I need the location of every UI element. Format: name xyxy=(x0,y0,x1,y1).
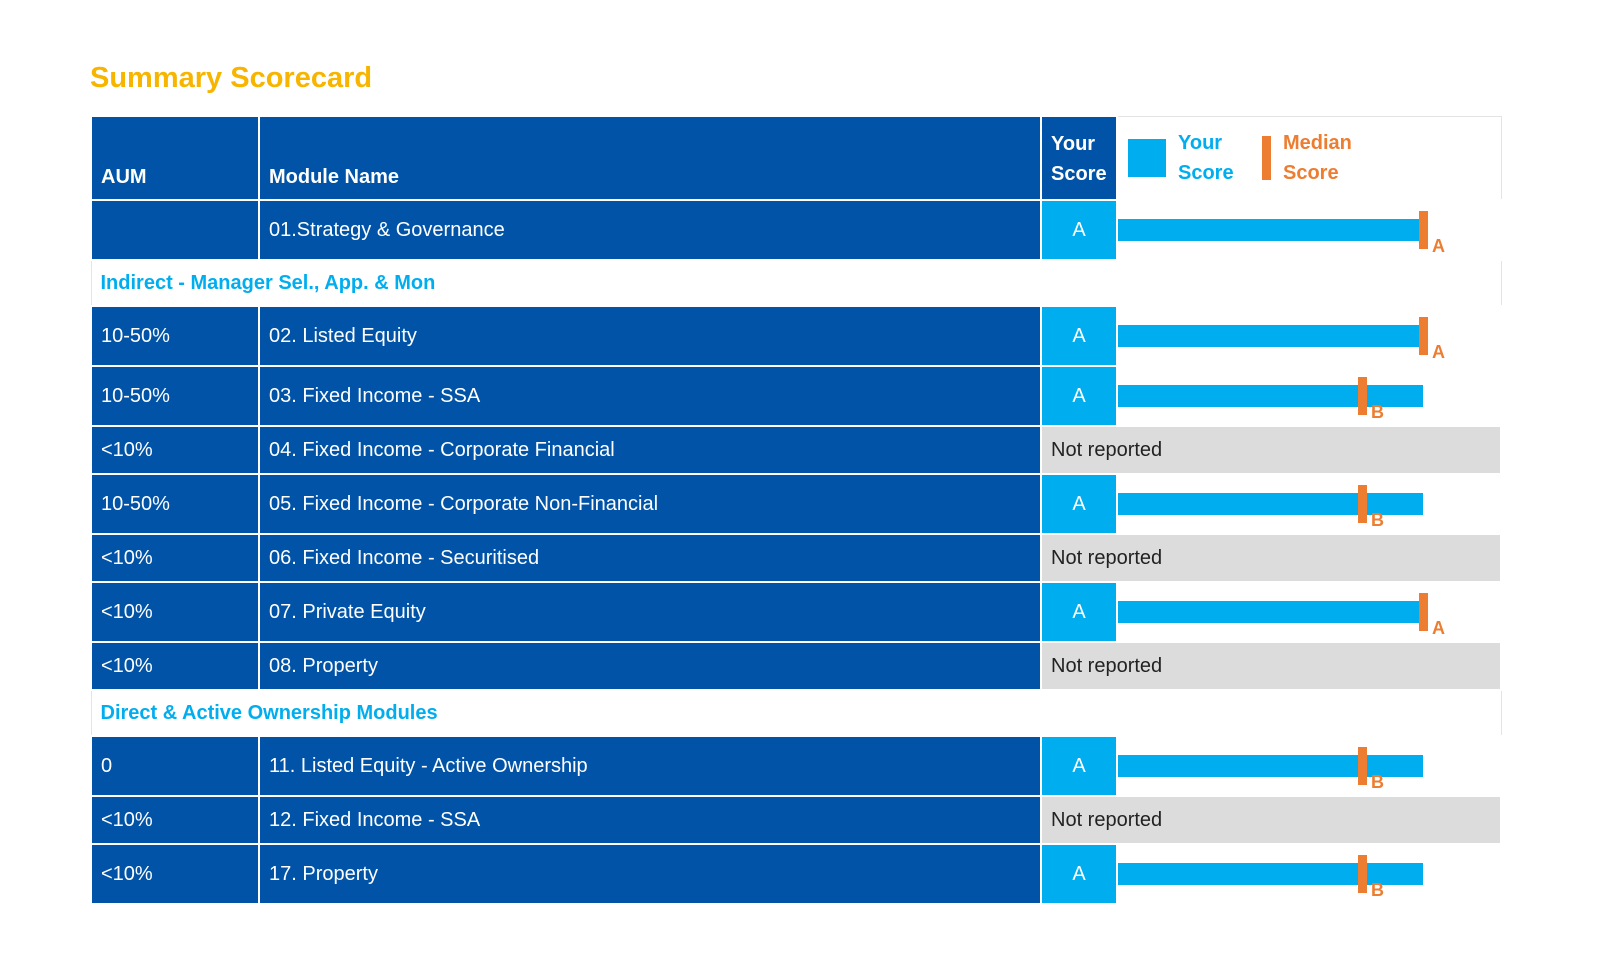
your-score-bar xyxy=(1118,493,1423,515)
your-score-cell: A xyxy=(1040,581,1118,643)
aum-cell: <10% xyxy=(90,843,260,905)
scorecard-table: AUM Module Name Your Score Your Score Me… xyxy=(90,115,1502,905)
median-score-legend-line2: Score xyxy=(1283,161,1339,184)
aum-cell: 10-50% xyxy=(90,305,260,367)
median-score-legend-marker xyxy=(1262,135,1271,180)
not-reported-cell: Not reported xyxy=(1040,795,1502,845)
aum-cell: <10% xyxy=(90,425,260,475)
module-name-cell: 06. Fixed Income - Securitised xyxy=(258,533,1042,583)
median-grade-label: A xyxy=(1432,236,1445,256)
module-row: <10% 04. Fixed Income - Corporate Financi… xyxy=(90,425,1502,475)
median-score-marker xyxy=(1358,377,1367,415)
aum-header: AUM xyxy=(90,115,260,201)
module-row: <10% 17. Property A B xyxy=(90,843,1502,905)
median-score-legend-line1: Median xyxy=(1283,131,1352,154)
aum-cell: <10% xyxy=(90,795,260,845)
module-name-cell: 01.Strategy & Governance xyxy=(258,199,1042,261)
not-reported-cell: Not reported xyxy=(1040,425,1502,475)
median-grade-label: B xyxy=(1371,772,1384,792)
scorecard-body: AUM Module Name Your Score Your Score Me… xyxy=(90,115,1502,905)
median-grade-label: A xyxy=(1432,342,1445,362)
legend: Your Score Median Score xyxy=(1116,115,1502,201)
score-bar-cell: B xyxy=(1116,473,1502,535)
your-score-cell: A xyxy=(1040,305,1118,367)
section-header-row: Direct & Active Ownership Modules xyxy=(90,689,1502,737)
score-bar-cell: B xyxy=(1116,365,1502,427)
score-bar-cell: A xyxy=(1116,581,1502,643)
module-name-cell: 07. Private Equity xyxy=(258,581,1042,643)
your-score-cell: A xyxy=(1040,473,1118,535)
your-score-legend-line1: Your xyxy=(1178,131,1223,154)
module-row: 01.Strategy & Governance A A xyxy=(90,199,1502,261)
module-name-cell: 04. Fixed Income - Corporate Financial xyxy=(258,425,1042,475)
aum-cell xyxy=(90,199,260,261)
median-grade-label: B xyxy=(1371,402,1384,422)
module-name-cell: 02. Listed Equity xyxy=(258,305,1042,367)
median-score-marker xyxy=(1419,211,1428,249)
median-score-marker xyxy=(1358,855,1367,893)
median-grade-label: A xyxy=(1432,618,1445,638)
page-title: Summary Scorecard xyxy=(90,62,373,94)
your-score-bar xyxy=(1118,863,1423,885)
your-score-legend-label: Your Score xyxy=(1178,128,1250,188)
module-name-header: Module Name xyxy=(258,115,1042,201)
your-score-header-line2: Score xyxy=(1051,163,1107,185)
your-score-legend-swatch xyxy=(1128,138,1166,177)
your-score-bar xyxy=(1118,219,1423,241)
module-row: 10-50% 05. Fixed Income - Corporate Non-F… xyxy=(90,473,1502,535)
your-score-cell: A xyxy=(1040,365,1118,427)
median-score-marker xyxy=(1358,485,1367,523)
aum-cell: <10% xyxy=(90,581,260,643)
your-score-cell: A xyxy=(1040,843,1118,905)
median-grade-label: B xyxy=(1371,880,1384,900)
median-score-marker xyxy=(1419,593,1428,631)
module-name-cell: 08. Property xyxy=(258,641,1042,691)
module-name-cell: 17. Property xyxy=(258,843,1042,905)
your-score-header: Your Score xyxy=(1040,115,1118,201)
section-title: Direct & Active Ownership Modules xyxy=(90,689,1502,737)
module-row: 10-50% 02. Listed Equity A A xyxy=(90,305,1502,367)
module-name-cell: 12. Fixed Income - SSA xyxy=(258,795,1042,845)
your-score-cell: A xyxy=(1040,199,1118,261)
module-row: 10-50% 03. Fixed Income - SSA A B xyxy=(90,365,1502,427)
your-score-legend-line2: Score xyxy=(1178,161,1234,184)
module-name-cell: 05. Fixed Income - Corporate Non-Financi… xyxy=(258,473,1042,535)
not-reported-cell: Not reported xyxy=(1040,533,1502,583)
median-score-marker xyxy=(1419,317,1428,355)
module-row: <10% 08. Property Not reported xyxy=(90,641,1502,691)
aum-cell: <10% xyxy=(90,533,260,583)
module-row: <10% 06. Fixed Income - Securitised Not re… xyxy=(90,533,1502,583)
section-header-row: Indirect - Manager Sel., App. & Mon xyxy=(90,259,1502,307)
module-row: <10% 12. Fixed Income - SSA Not reported xyxy=(90,795,1502,845)
your-score-bar xyxy=(1118,601,1423,623)
aum-cell: 10-50% xyxy=(90,473,260,535)
your-score-bar xyxy=(1118,755,1423,777)
your-score-bar xyxy=(1118,385,1423,407)
not-reported-cell: Not reported xyxy=(1040,641,1502,691)
aum-cell: 10-50% xyxy=(90,365,260,427)
score-bar-cell: A xyxy=(1116,199,1502,261)
median-grade-label: B xyxy=(1371,510,1384,530)
median-score-marker xyxy=(1358,747,1367,785)
your-score-header-line1: Your xyxy=(1051,133,1096,155)
score-bar-cell: A xyxy=(1116,305,1502,367)
module-name-cell: 03. Fixed Income - SSA xyxy=(258,365,1042,427)
module-row: <10% 07. Private Equity A A xyxy=(90,581,1502,643)
section-title: Indirect - Manager Sel., App. & Mon xyxy=(90,259,1502,307)
aum-cell: <10% xyxy=(90,641,260,691)
module-row: 0 11. Listed Equity - Active Ownership A B xyxy=(90,735,1502,797)
module-name-cell: 11. Listed Equity - Active Ownership xyxy=(258,735,1042,797)
score-bar-cell: B xyxy=(1116,735,1502,797)
score-bar-cell: B xyxy=(1116,843,1502,905)
median-score-legend-label: Median Score xyxy=(1283,128,1352,188)
your-score-cell: A xyxy=(1040,735,1118,797)
header-row: AUM Module Name Your Score Your Score Me… xyxy=(90,115,1502,201)
your-score-bar xyxy=(1118,325,1423,347)
aum-cell: 0 xyxy=(90,735,260,797)
